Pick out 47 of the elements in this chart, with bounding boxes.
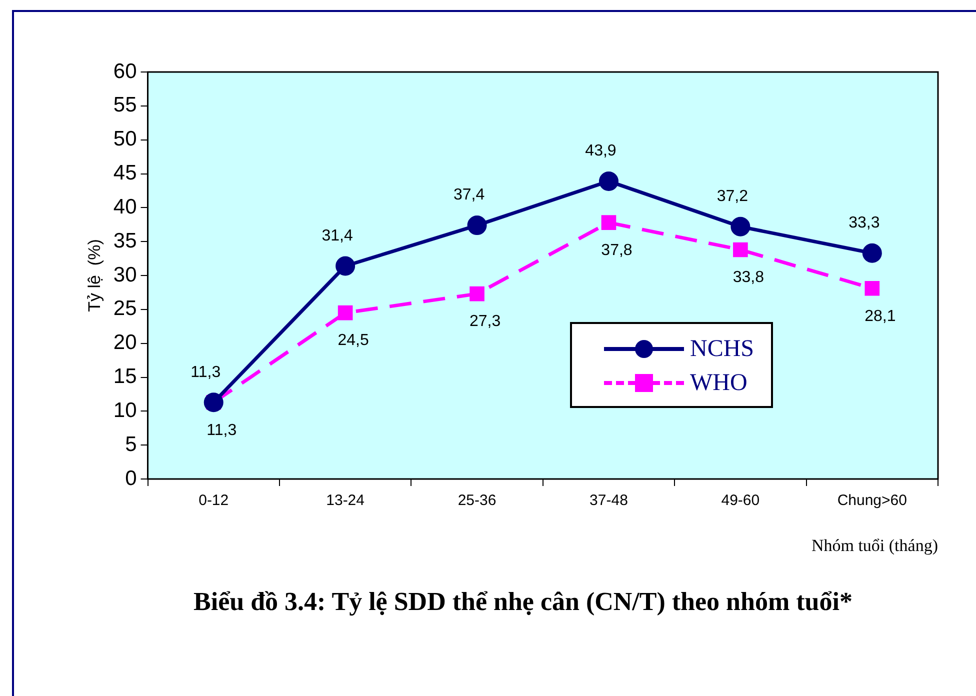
y-tick-label: 20 (113, 331, 137, 354)
y-tick-label: 0 (125, 466, 137, 490)
point (338, 305, 353, 320)
y-tick-label: 55 (113, 94, 137, 117)
point (467, 216, 487, 236)
x-tick-label: Chung>60 (837, 492, 907, 510)
y-tick-label: 10 (113, 398, 137, 422)
y-tick-label: 35 (113, 229, 137, 252)
y-tick-label: 30 (113, 263, 137, 286)
point (733, 242, 748, 258)
data-label: 33,3 (848, 214, 880, 232)
x-tick-label: 25-36 (458, 492, 496, 510)
point (598, 171, 618, 191)
x-axis-title: Nhóm tuổi (tháng) (811, 536, 938, 556)
y-tick-label: 40 (113, 195, 137, 218)
y-tick-label: 25 (113, 297, 137, 320)
x-tick-label: 0-12 (198, 492, 229, 510)
point (864, 280, 880, 296)
text: Biểu đồ 3.4: Tỷ lệ SDD thể nhẹ cân (CN/T) theo nhóm tuổi* (192, 586, 854, 618)
data-label: 11,3 (190, 364, 221, 381)
data-label: 37,4 (453, 186, 485, 204)
point (862, 243, 882, 263)
data-label: 31,4 (322, 227, 353, 244)
legend-label: NCHS (690, 336, 754, 362)
point (601, 215, 616, 230)
point (336, 256, 356, 276)
y-axis-title: Tỷ lệ (%) (84, 239, 104, 312)
data-label: 37,8 (601, 242, 632, 259)
y-tick-label: 5 (125, 432, 137, 456)
point (204, 392, 224, 412)
point (470, 286, 484, 302)
legend-label: WHO (690, 370, 748, 396)
x-tick-label: 13-24 (326, 492, 365, 510)
data-label: 27,3 (469, 313, 501, 330)
data-label: 24,5 (338, 332, 369, 350)
data-label: 33,8 (732, 269, 764, 286)
data-label: 37,2 (716, 188, 748, 206)
y-tick-label: 45 (113, 162, 137, 185)
data-label: 28,1 (864, 308, 896, 325)
data-label: 11,3 (206, 422, 237, 439)
x-tick-label: 37-48 (590, 492, 628, 510)
point (730, 216, 750, 236)
x-tick-label: 49-60 (721, 492, 760, 510)
y-tick-label: 60 (113, 60, 137, 83)
data-label: 43,9 (585, 142, 616, 160)
y-tick-label: 50 (113, 128, 137, 151)
y-tick-label: 15 (113, 365, 137, 388)
